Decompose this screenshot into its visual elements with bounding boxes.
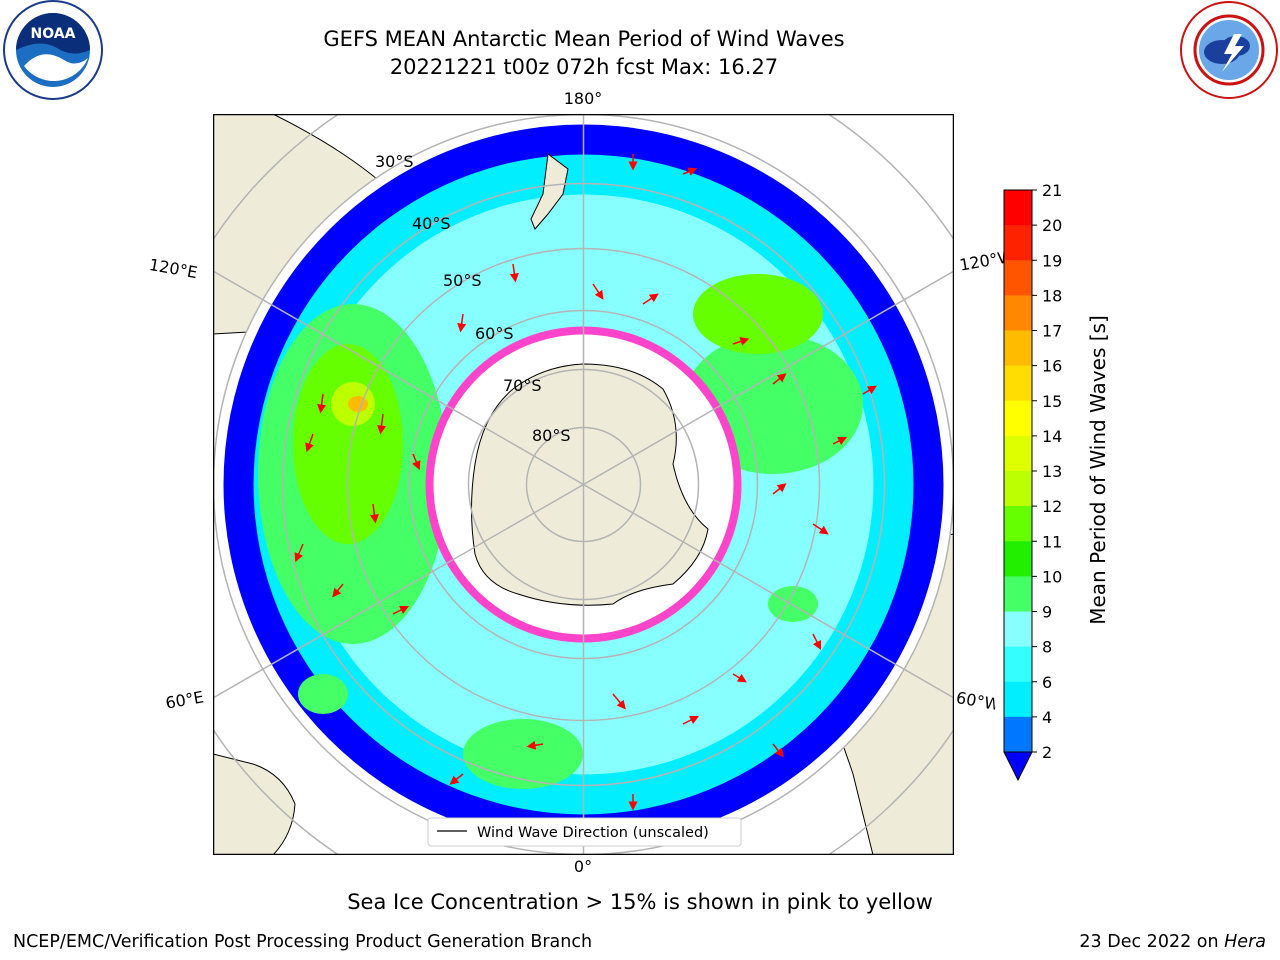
colorbar-band [1004, 471, 1032, 507]
colorbar-tick-label: 18 [1042, 286, 1062, 305]
footer-date: 23 Dec 2022 on Hera [1079, 932, 1266, 952]
colorbar-tick-label: 2 [1042, 743, 1052, 762]
colorbar-tick-label: 20 [1042, 216, 1062, 235]
wind-wave-arrows [294, 154, 877, 811]
lat-label-70s: 70°S [503, 376, 542, 395]
colorbar-tick-label: 9 [1042, 603, 1052, 622]
map-legend: Wind Wave Direction (unscaled) [427, 817, 742, 847]
africa-land [213, 753, 296, 855]
colorbar-band [1004, 646, 1032, 683]
colorbar-tick-label: 11 [1042, 532, 1062, 551]
colorbar-band [1004, 716, 1032, 753]
footer-date-text: 23 Dec 2022 on [1079, 932, 1225, 952]
noaa-logo-icon: NOAA [3, 0, 103, 100]
lon-label-120e: 120°E [147, 255, 199, 283]
colorbar-label: Mean Period of Wind Waves [s] [1086, 315, 1110, 625]
colorbar-tick-label: 15 [1042, 392, 1062, 411]
lat-label-60s: 60°S [475, 324, 514, 343]
colorbar-tick-label: 17 [1042, 322, 1062, 341]
chart-subtitle: 20221221 t00z 072h fcst Max: 16.27 [389, 55, 779, 79]
map-caption: Sea Ice Concentration > 15% is shown in … [347, 890, 933, 914]
colorbar-band [1004, 225, 1032, 261]
lon-label-0: 0° [573, 857, 593, 876]
colorbar-band [1004, 506, 1032, 542]
colorbar-tick-label: 12 [1042, 497, 1062, 516]
colorbar-tick-label: 4 [1042, 708, 1052, 727]
lat-label-50s: 50°S [443, 271, 482, 290]
new-zealand-land [530, 153, 569, 230]
colorbar-band [1004, 190, 1032, 226]
nws-logo-icon [1180, 1, 1278, 99]
colorbar-band [1004, 541, 1032, 577]
colorbar-band [1004, 435, 1032, 472]
colorbar-band [1004, 330, 1032, 367]
colorbar-band [1004, 365, 1032, 402]
colorbar-band [1004, 611, 1032, 648]
chart-title: GEFS MEAN Antarctic Mean Period of Wind … [323, 27, 845, 51]
lat-label-30s: 30°S [375, 152, 414, 171]
colorbar-tick-label: 14 [1042, 427, 1062, 446]
colorbar-band [1004, 260, 1032, 296]
lat-label-80s: 80°S [532, 426, 571, 445]
legend-label: Wind Wave Direction (unscaled) [477, 825, 709, 841]
colorbar-tick-label: 6 [1042, 673, 1052, 692]
colorbar-tick-label: 8 [1042, 638, 1052, 657]
colorbar-tick-label: 16 [1042, 357, 1062, 376]
colorbar-tick-label: 21 [1042, 181, 1062, 200]
colorbar-band [1004, 295, 1032, 331]
colorbar-band [1004, 576, 1032, 612]
footer-host: Hera [1224, 932, 1266, 952]
colorbar-tick-label: 10 [1042, 567, 1062, 586]
colorbar-tick-label: 13 [1042, 462, 1062, 481]
lon-label-60e: 60°E [164, 687, 206, 713]
colorbar-extend-min [1003, 751, 1033, 782]
colorbar-band [1004, 681, 1032, 718]
lon-label-180: 180° [563, 89, 603, 108]
polar-map: Wind Wave Direction (unscaled) 30°S 40°S… [213, 114, 954, 855]
lat-label-40s: 40°S [412, 214, 451, 233]
footer-credit: NCEP/EMC/Verification Post Processing Pr… [13, 932, 593, 952]
colorbar-tick-label: 19 [1042, 251, 1062, 270]
noaa-logo-text: NOAA [31, 26, 76, 42]
colorbar-band [1004, 400, 1032, 437]
antarctica-land [471, 363, 709, 606]
colorbar: 21 20 19 18 17 16 15 14 13 12 11 10 9 8 6 4 2 Mean Perio… [1003, 181, 1110, 782]
